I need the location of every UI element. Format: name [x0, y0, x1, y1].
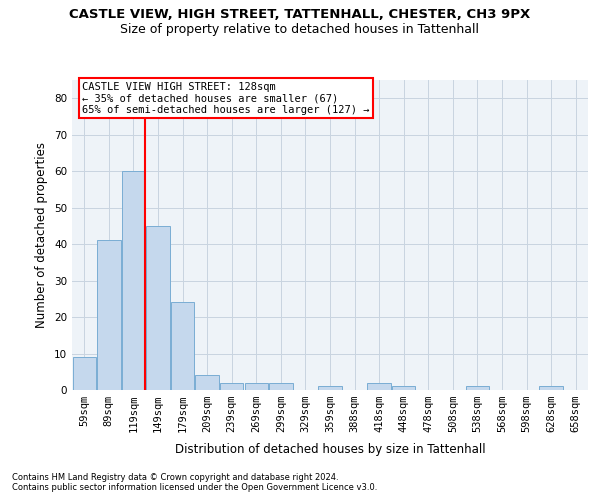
Bar	[269, 382, 293, 390]
Text: Contains HM Land Registry data © Crown copyright and database right 2024.: Contains HM Land Registry data © Crown c…	[12, 472, 338, 482]
Bar	[319, 386, 341, 390]
Bar	[539, 386, 563, 390]
Bar	[245, 382, 268, 390]
Bar	[122, 171, 145, 390]
Bar	[220, 382, 244, 390]
Bar	[73, 357, 96, 390]
Bar	[171, 302, 194, 390]
Text: CASTLE VIEW, HIGH STREET, TATTENHALL, CHESTER, CH3 9PX: CASTLE VIEW, HIGH STREET, TATTENHALL, CH…	[70, 8, 530, 20]
Bar	[146, 226, 170, 390]
Bar	[392, 386, 415, 390]
Bar	[196, 376, 219, 390]
Bar	[367, 382, 391, 390]
Text: CASTLE VIEW HIGH STREET: 128sqm
← 35% of detached houses are smaller (67)
65% of: CASTLE VIEW HIGH STREET: 128sqm ← 35% of…	[82, 82, 370, 115]
Bar	[97, 240, 121, 390]
Text: Contains public sector information licensed under the Open Government Licence v3: Contains public sector information licen…	[12, 482, 377, 492]
Y-axis label: Number of detached properties: Number of detached properties	[35, 142, 49, 328]
Text: Size of property relative to detached houses in Tattenhall: Size of property relative to detached ho…	[121, 22, 479, 36]
Text: Distribution of detached houses by size in Tattenhall: Distribution of detached houses by size …	[175, 442, 485, 456]
Bar	[466, 386, 489, 390]
